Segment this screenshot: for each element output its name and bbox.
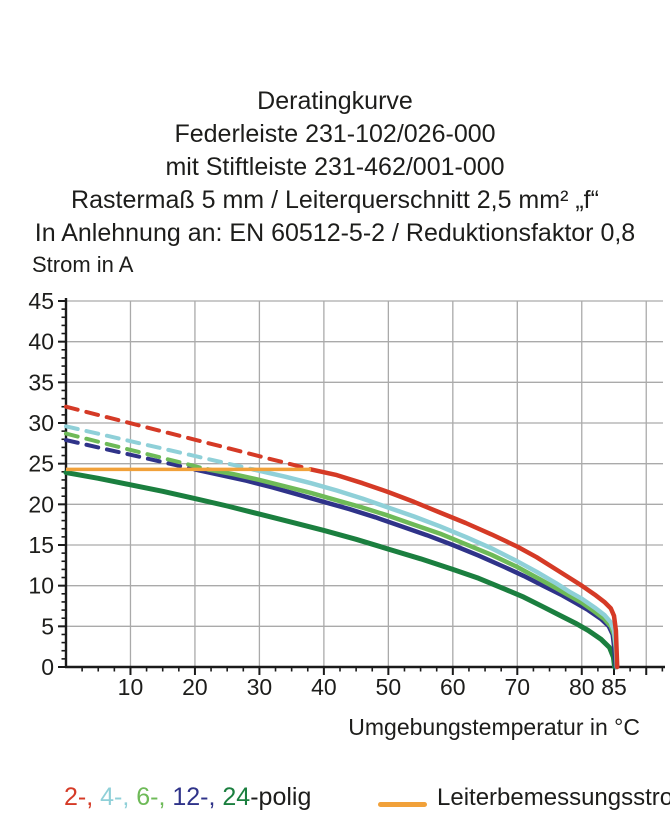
x-tick-label: 40 [311, 674, 337, 700]
x-tick-label: 70 [504, 674, 530, 700]
legend-polig-suffix: -polig [250, 783, 312, 811]
curve-dashed-6-polig [64, 431, 210, 472]
y-tick-label: 40 [28, 329, 54, 355]
title-line-4: Rastermaß 5 mm / Leiterquerschnitt 2,5 m… [71, 186, 599, 214]
y-tick-label: 5 [41, 613, 54, 639]
plot-area: 10 20 30 40 50 60 70 80 85 0 5 10 15 20 25 30 35 40 45 [0, 284, 670, 714]
legend-2-polig: 2-, [64, 783, 101, 811]
curve-4-polig [250, 467, 620, 670]
curve-6-polig [205, 467, 619, 670]
x-tick-label: 85 [601, 674, 627, 700]
x-tick-label: 10 [118, 674, 144, 700]
x-axis-title: Umgebungstemperatur in °C [348, 714, 640, 740]
curve-dashed-2-polig [64, 404, 313, 472]
legend-6-polig: 6-, [136, 783, 173, 811]
x-tick-label: 50 [376, 674, 402, 700]
curve-2-polig [308, 467, 620, 670]
y-tick-label: 35 [28, 369, 54, 395]
title-line-2: Federleiste 231-102/026-000 [174, 120, 496, 148]
derating-curves-svg: 10 20 30 40 50 60 70 80 85 0 5 10 15 20 25 30 35 40 45 [28, 288, 665, 700]
legend-pole-counts: 2-, 4-, 6-, 12-, 24-polig [64, 783, 311, 812]
title-line-1: Deratingkurve [257, 87, 413, 115]
rated-current-label: Leiterbemessungsstrom [437, 784, 670, 811]
legend: 2-, 4-, 6-, 12-, 24-polig Leiterbemessun… [0, 780, 670, 826]
y-tick-label: 45 [28, 288, 54, 314]
y-tick-label: 0 [41, 654, 54, 680]
legend-24-polig: 24 [222, 783, 251, 811]
curve-dashed-12-polig [64, 438, 197, 472]
x-tick-label: 30 [247, 674, 273, 700]
y-tick-label: 25 [28, 451, 54, 477]
title-line-3: mit Stiftleiste 231-462/001-000 [165, 153, 505, 181]
curve-dashed-4-polig [64, 424, 255, 472]
x-tick-label: 20 [182, 674, 208, 700]
x-tick-label: 60 [440, 674, 466, 700]
title-line-5: In Anlehnung an: EN 60512-5-2 / Reduktio… [34, 219, 636, 247]
y-tick-label: 20 [28, 491, 54, 517]
rated-current-line-swatch [378, 802, 427, 807]
y-tick-label: 30 [28, 410, 54, 436]
curve-24-polig [63, 470, 618, 670]
legend-12-polig: 12-, [172, 783, 223, 811]
y-tick-label: 15 [28, 532, 54, 558]
y-tick-label: 10 [28, 573, 54, 599]
legend-4-polig: 4-, [100, 783, 137, 811]
chart-title-block: Deratingkurve Federleiste 231-102/026-00… [0, 85, 670, 250]
y-axis-title: Strom in A [32, 252, 134, 277]
x-tick-label: 80 [569, 674, 595, 700]
